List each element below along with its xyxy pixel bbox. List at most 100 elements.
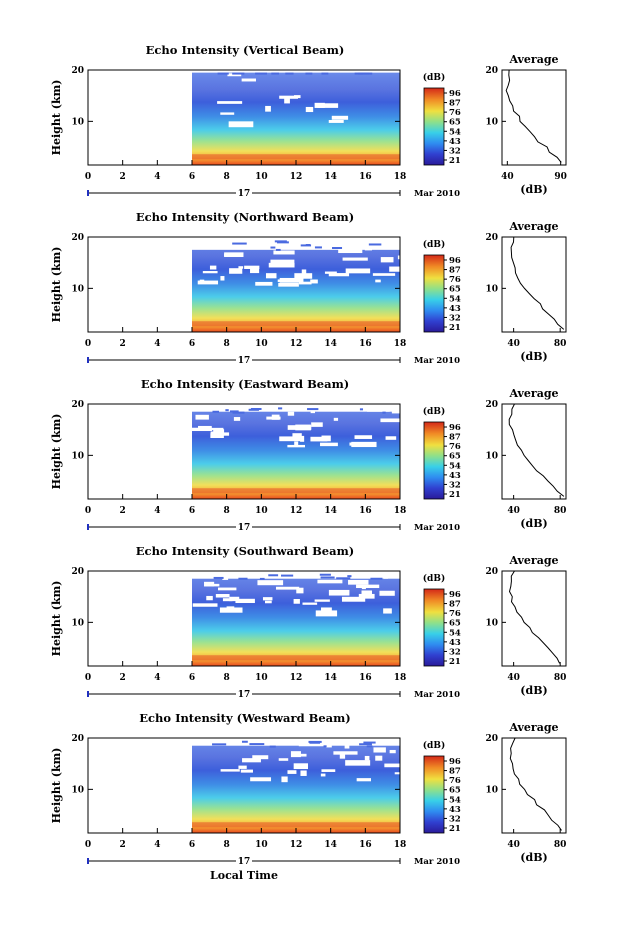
echo-gap (202, 271, 218, 274)
echo-gap (339, 753, 346, 759)
echo-speckle (358, 72, 370, 75)
echo-gap (206, 595, 213, 601)
echo-speckle (249, 743, 265, 746)
colorbar-unit: (dB) (423, 72, 445, 83)
colorbar (423, 254, 445, 333)
x-tick-label: 16 (359, 172, 372, 182)
colorbar-tick-label: 76 (449, 442, 461, 452)
echo-gap (317, 103, 339, 108)
echo-speckle (232, 242, 247, 245)
echo-gap (278, 758, 289, 761)
echo-gap (372, 273, 396, 276)
warm-band (192, 488, 400, 494)
colorbar-tick-label: 65 (449, 619, 461, 629)
echo-gap (219, 607, 243, 613)
colorbar-tick-label: 87 (449, 600, 461, 610)
x-tick-label: 4 (154, 506, 160, 516)
x-tick-label: 16 (359, 840, 372, 850)
echo-gap (331, 115, 349, 120)
average-x-tick-label: 40 (507, 339, 520, 349)
colorbar-tick-label: 54 (449, 294, 461, 304)
x-tick-label: 6 (189, 172, 195, 182)
timeline-day: 17 (238, 356, 251, 366)
x-tick-label: 16 (359, 673, 372, 683)
echo-gap (293, 598, 300, 604)
echo-speckle (232, 411, 245, 414)
echo-gap (265, 105, 271, 112)
echo-gap (222, 598, 233, 602)
x-tick-label: 12 (290, 339, 303, 349)
colorbar-tick-label: 54 (449, 461, 461, 471)
echo-gap (389, 266, 400, 272)
echo-speckle (271, 72, 280, 75)
echo-speckle (217, 72, 229, 75)
echo-gap (195, 414, 209, 420)
average-profile-line (510, 236, 565, 330)
echo-gap (209, 265, 217, 270)
y-axis-label: Height (km) (50, 80, 63, 156)
echo-gap (270, 259, 295, 264)
colorbar (423, 87, 445, 166)
x-tick-label: 4 (154, 172, 160, 182)
x-tick-label: 18 (394, 172, 407, 182)
echo-gap (311, 422, 323, 427)
echo-speckle (359, 743, 372, 746)
echo-gap (279, 95, 298, 99)
echo-gap (273, 250, 295, 255)
echo-speckle (332, 246, 343, 249)
x-tick-label: 14 (324, 506, 337, 516)
average-y-tick-label: 10 (485, 618, 498, 628)
y-tick-label: 10 (71, 785, 84, 795)
x-tick-label: 0 (85, 673, 91, 683)
x-tick-label: 6 (189, 339, 195, 349)
panel-0: Echo Intensity (Vertical Beam) 0 2 4 6 8 10 12 1… (50, 43, 567, 199)
average-x-tick-label: 40 (507, 840, 520, 850)
echo-gap (358, 593, 375, 599)
colorbar-tick-label: 87 (449, 266, 461, 276)
echo-gap (192, 603, 218, 607)
x-tick-label: 10 (255, 840, 268, 850)
plot-frame (87, 69, 401, 166)
average-x-label: (dB) (520, 517, 547, 530)
timeline-label-bg (236, 354, 252, 364)
echo-gap (328, 589, 350, 596)
echo-gap (310, 436, 328, 442)
y-tick-label: 10 (71, 284, 84, 294)
echo-speckle (336, 577, 351, 580)
panel-2: Echo Intensity (Eastward Beam) 0 2 4 6 8 10 12 1… (50, 377, 567, 533)
colorbar-tick-label: 87 (449, 99, 461, 109)
warm-band (192, 321, 400, 327)
echo-speckle (269, 745, 276, 748)
average-profile-line (508, 570, 561, 664)
x-tick-label: 18 (394, 840, 407, 850)
echo-gap (320, 442, 338, 447)
echo-gap (321, 607, 332, 612)
echo-gap (314, 599, 330, 602)
x-tick-label: 16 (359, 339, 372, 349)
echo-speckle (309, 741, 321, 744)
echo-speckle (232, 72, 245, 75)
x-tick-label: 16 (359, 506, 372, 516)
echo-speckle (359, 408, 364, 411)
x-tick-label: 14 (324, 339, 337, 349)
echo-gap (397, 255, 400, 260)
colorbar-tick-label: 54 (449, 628, 461, 638)
average-x-label: (dB) (520, 684, 547, 697)
colorbar-tick-label: 43 (449, 304, 461, 314)
echo-gap (320, 773, 326, 777)
y-axis-label: Height (km) (50, 581, 63, 657)
echo-gap (361, 586, 366, 590)
y-tick-label: 20 (71, 400, 84, 410)
echo-gap (252, 755, 269, 760)
colorbar-tick-label: 21 (449, 824, 461, 834)
average-frame (501, 236, 567, 333)
echo-gap (224, 252, 244, 257)
average-x-label: (dB) (520, 183, 547, 196)
echo-gap (250, 268, 260, 274)
echo-gap (301, 269, 307, 276)
no-signal-top (192, 405, 400, 412)
echo-gap (356, 778, 371, 782)
timeline-day: 17 (238, 690, 251, 700)
colorbar-tick-label: 21 (449, 657, 461, 667)
